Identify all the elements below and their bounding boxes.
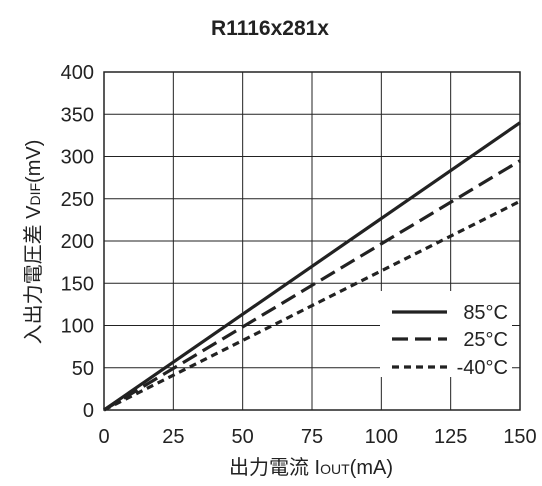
y-tick-label: 400: [61, 62, 94, 84]
legend-label-3: -40°C: [457, 357, 508, 379]
legend: 85°C 25°C -40°C: [380, 291, 512, 379]
y-tick-label: 250: [61, 189, 94, 211]
plot-border: [103, 71, 521, 411]
chart-title: R1116x281x: [211, 17, 329, 40]
series-line-2: [103, 159, 521, 412]
y-tick-label: 350: [61, 104, 94, 126]
x-tick-label: 0: [98, 426, 109, 448]
x-tick-label: 25: [162, 426, 184, 448]
series-line-1: [103, 121, 521, 412]
legend-label-1: 85°C: [463, 302, 508, 324]
x-tick-label: 150: [503, 426, 536, 448]
legend-box: [380, 291, 512, 377]
x-tick-labels: 0 25 50 75 100 125 150: [98, 426, 536, 448]
x-tick-label: 125: [434, 426, 467, 448]
x-tick-label: 50: [232, 426, 254, 448]
x-axis-label: 出力電流 IOUT(mA): [229, 456, 393, 479]
y-axis-label: 入出力電圧差 VDIF(mV): [22, 140, 45, 345]
y-tick-label: 200: [61, 231, 94, 253]
y-tick-label: 150: [61, 273, 94, 295]
series-layer: [103, 121, 521, 412]
y-tick-labels: 0 50 100 150 200 250 300 350 400: [61, 62, 94, 422]
legend-label-2: 25°C: [463, 329, 508, 351]
plot-frame: [103, 71, 521, 411]
y-tick-label: 50: [72, 358, 94, 380]
y-tick-label: 300: [61, 147, 94, 169]
x-tick-label: 75: [301, 426, 323, 448]
y-tick-label: 100: [61, 316, 94, 338]
x-tick-label: 100: [365, 426, 398, 448]
grid: [103, 71, 521, 411]
y-tick-label: 0: [83, 400, 94, 422]
series-line-3: [103, 199, 521, 412]
